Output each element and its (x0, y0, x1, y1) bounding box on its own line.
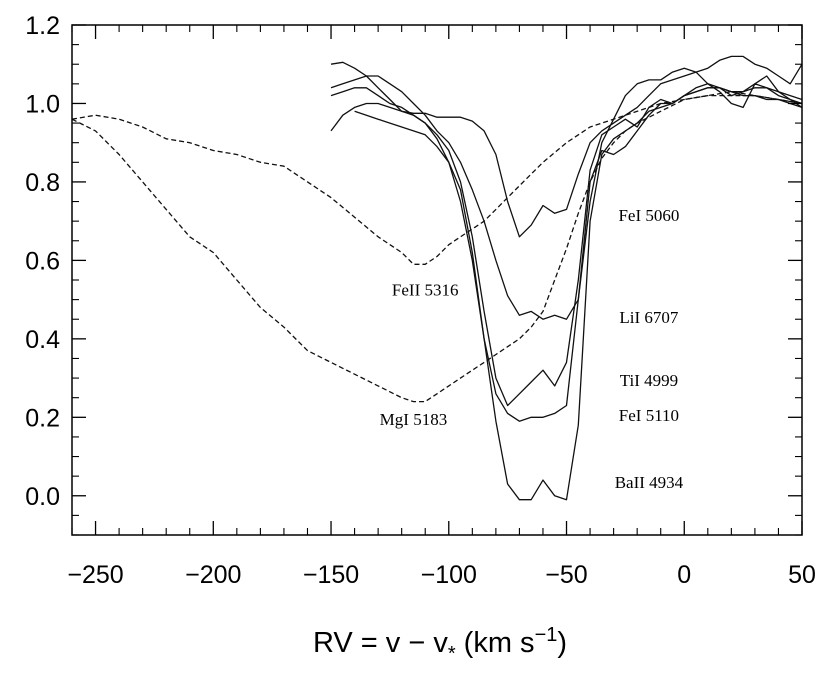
series-label-tii-4999: TiI 4999 (620, 371, 678, 390)
x-tick-label: −50 (545, 561, 587, 589)
x-axis-title-units: (km s (456, 627, 535, 659)
y-tick-label: 0.2 (25, 404, 60, 432)
y-tick-label: 0.0 (25, 483, 60, 511)
series-label-fei-5110: FeI 5110 (619, 406, 679, 425)
x-tick-label: 50 (788, 561, 816, 589)
x-axis-title-sub: * (448, 643, 456, 665)
x-tick-label: −250 (67, 561, 123, 589)
tick-labels: −250 −200 −150 −100 −50 0 50 0.0 0.2 0.4 0.6 0.8 1.0… (25, 12, 816, 589)
axis-ticks (71, 24, 803, 536)
x-axis-title: RV = v − v* (km s−1) (313, 624, 567, 665)
series-label-lii-6707: LiI 6707 (619, 308, 679, 327)
x-tick-label: −150 (303, 561, 359, 589)
x-axis-title-base: RV = v − v (313, 627, 448, 659)
series-label-baii-4934: BaII 4934 (615, 473, 684, 492)
series-label-feii-5316: FeII 5316 (392, 281, 459, 300)
y-tick-label: 1.2 (25, 12, 60, 40)
series-label-mgi-5183: MgI 5183 (380, 410, 448, 429)
x-axis-title-sup: −1 (535, 624, 558, 646)
series-line-mgi-5183 (71, 91, 803, 403)
series-line-fei-5060 (330, 55, 803, 238)
x-tick-label: −100 (421, 561, 477, 589)
x-axis-title-close: ) (557, 627, 567, 659)
y-tick-label: 1.0 (25, 90, 60, 118)
series-line-fei-5110 (330, 83, 803, 422)
series-line-baii-4934 (354, 87, 803, 501)
y-tick-label: 0.4 (25, 326, 60, 354)
line-labels: FeI 5060 LiI 6707 TiI 4999 FeI 5110 BaII 493… (380, 206, 684, 492)
series-label-fei-5060: FeI 5060 (618, 206, 679, 225)
x-tick-label: 0 (677, 561, 691, 589)
y-tick-label: 0.6 (25, 247, 60, 275)
y-tick-label: 0.8 (25, 169, 60, 197)
x-tick-label: −200 (185, 561, 241, 589)
series-group (71, 55, 803, 501)
series-line-feii-5316 (71, 94, 803, 265)
